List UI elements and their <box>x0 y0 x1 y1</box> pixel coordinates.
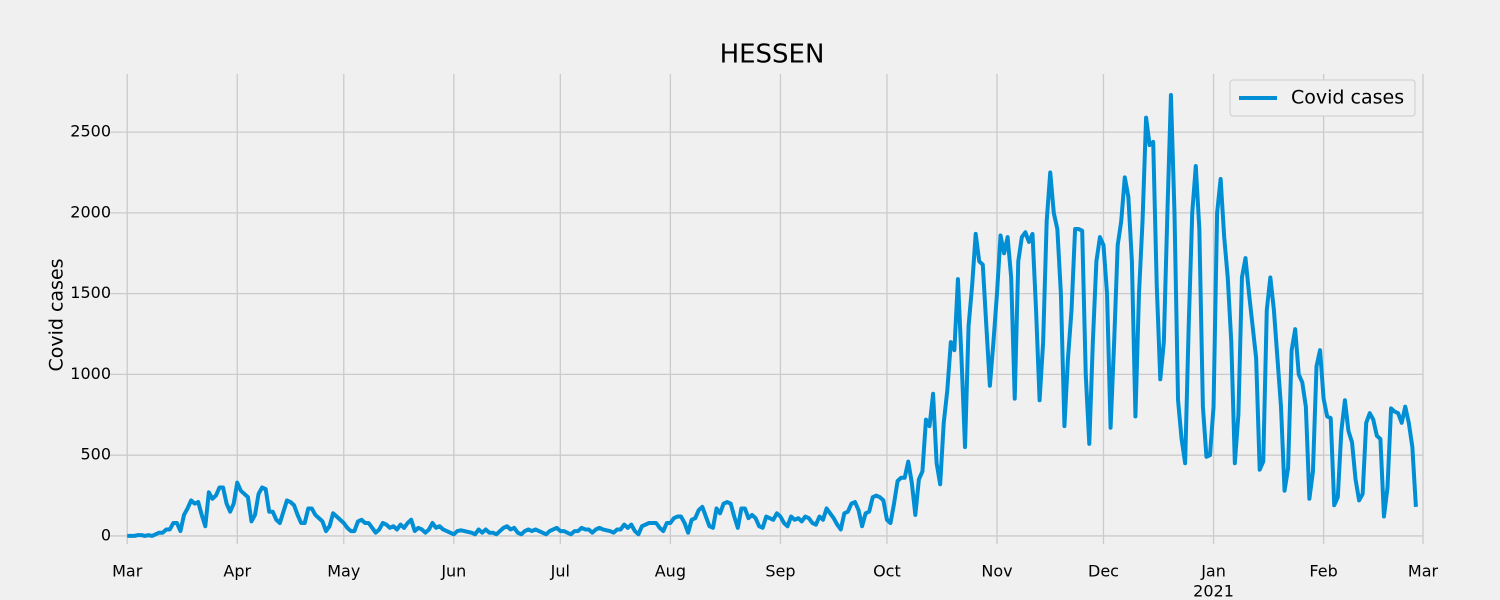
y-tick-label: 500 <box>80 445 111 464</box>
x-tick-label: Aug <box>655 562 686 581</box>
legend-box <box>1229 79 1416 117</box>
x-tick-label: Sep <box>765 562 795 581</box>
chart-title: HESSEN <box>720 40 825 70</box>
legend-label: Covid cases <box>1291 87 1404 109</box>
x-tick-label: Nov <box>981 562 1012 581</box>
legend: Covid cases <box>1229 79 1416 117</box>
x-tick-label: Dec <box>1088 562 1119 581</box>
x-tick-label: Feb <box>1309 562 1337 581</box>
y-axis-label: Covid cases <box>46 258 68 371</box>
y-tick-label: 2500 <box>70 122 111 141</box>
x-tick-label: Jun <box>440 562 466 581</box>
y-tick-label: 0 <box>101 525 111 544</box>
y-tick-label: 1500 <box>70 283 111 302</box>
x-tick-label: Mar <box>112 562 143 581</box>
x-tick-label: Jul <box>550 562 570 581</box>
x-tick-label: Oct <box>873 562 901 581</box>
x-tick-label: Mar <box>1408 562 1439 581</box>
x-tick-label: May <box>327 562 360 581</box>
data-line <box>127 93 1418 538</box>
x-tick-label: Jan <box>1200 562 1226 581</box>
y-tick-label: 1000 <box>70 364 111 383</box>
x-tick-label: Apr <box>223 562 251 581</box>
y-tick-label: 2000 <box>70 202 111 221</box>
x-tick-sublabel: 2021 <box>1193 582 1234 600</box>
